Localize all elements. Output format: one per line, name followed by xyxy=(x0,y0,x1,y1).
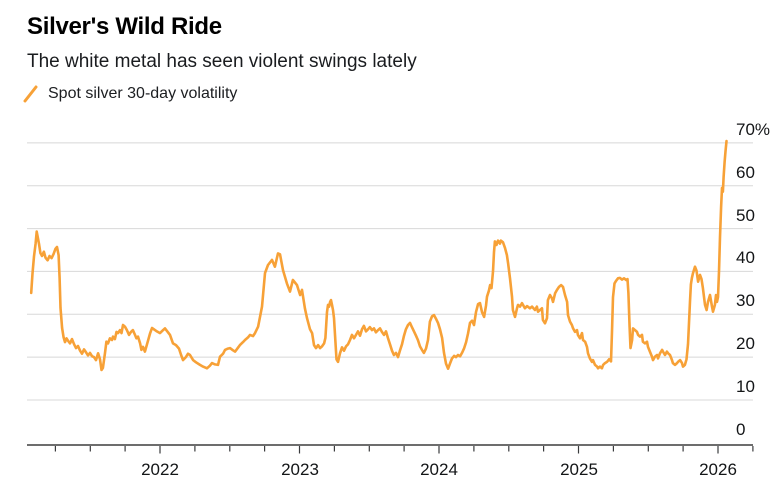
x-axis-label: 2022 xyxy=(141,460,179,479)
series-line-spot-silver-volatility xyxy=(29,139,728,372)
y-axis-label: 20 xyxy=(736,334,755,353)
y-axis-label: 40 xyxy=(736,248,755,267)
x-axis-label: 2025 xyxy=(560,460,598,479)
legend-slash-icon xyxy=(23,85,38,103)
y-axis-label: 10 xyxy=(736,377,755,396)
chart-subtitle: The white metal has seen violent swings … xyxy=(27,51,417,72)
x-axis-label: 2023 xyxy=(281,460,319,479)
y-axis-label: 50 xyxy=(736,206,755,225)
y-axis-label: 60 xyxy=(736,163,755,182)
chart-title: Silver's Wild Ride xyxy=(27,13,222,40)
y-axis-label: 0 xyxy=(736,420,746,439)
y-axis-label: 30 xyxy=(736,291,755,310)
legend-item-label: Spot silver 30-day volatility xyxy=(48,85,238,102)
x-axis-label: 2026 xyxy=(699,460,737,479)
y-axis-label: 70% xyxy=(736,120,771,139)
legend-swatch-line xyxy=(23,85,38,103)
legend: Spot silver 30-day volatility xyxy=(23,84,237,103)
x-axis-label: 2024 xyxy=(420,460,458,479)
